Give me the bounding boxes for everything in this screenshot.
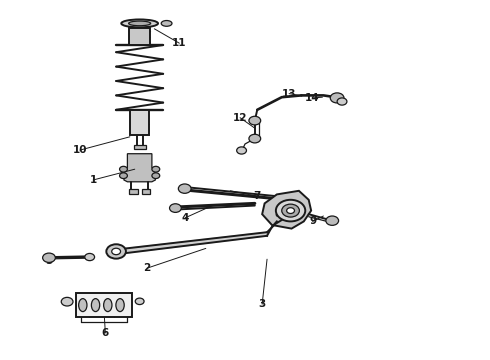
Text: 14: 14 bbox=[305, 93, 320, 103]
Text: 10: 10 bbox=[73, 145, 87, 155]
Circle shape bbox=[120, 166, 127, 172]
Circle shape bbox=[112, 248, 121, 255]
Ellipse shape bbox=[121, 19, 158, 27]
Circle shape bbox=[249, 116, 261, 125]
Ellipse shape bbox=[78, 299, 87, 311]
Circle shape bbox=[43, 253, 55, 262]
Text: 9: 9 bbox=[309, 216, 316, 226]
Text: 7: 7 bbox=[253, 191, 261, 201]
Circle shape bbox=[170, 204, 181, 212]
Bar bbox=[134, 145, 146, 149]
Circle shape bbox=[85, 253, 95, 261]
Bar bbox=[129, 189, 138, 194]
Text: 5: 5 bbox=[46, 256, 52, 266]
Circle shape bbox=[276, 200, 305, 221]
Text: 2: 2 bbox=[144, 263, 150, 273]
Ellipse shape bbox=[116, 299, 124, 311]
Circle shape bbox=[337, 98, 347, 105]
Text: 4: 4 bbox=[181, 213, 189, 223]
Circle shape bbox=[120, 173, 127, 179]
Ellipse shape bbox=[161, 21, 172, 26]
Bar bbox=[142, 189, 150, 194]
Bar bbox=[129, 28, 150, 45]
Polygon shape bbox=[262, 191, 311, 229]
Bar bbox=[130, 110, 149, 135]
Circle shape bbox=[330, 93, 344, 103]
Ellipse shape bbox=[128, 21, 151, 26]
Circle shape bbox=[152, 173, 160, 179]
Text: 3: 3 bbox=[259, 299, 266, 309]
Text: 6: 6 bbox=[102, 328, 109, 338]
Text: 13: 13 bbox=[282, 89, 296, 99]
Bar bbox=[76, 293, 132, 317]
Circle shape bbox=[282, 204, 299, 217]
Polygon shape bbox=[120, 232, 267, 254]
Circle shape bbox=[106, 244, 126, 258]
Text: 11: 11 bbox=[172, 38, 187, 48]
Circle shape bbox=[61, 297, 73, 306]
Circle shape bbox=[326, 216, 339, 225]
Circle shape bbox=[135, 298, 144, 305]
Ellipse shape bbox=[91, 299, 100, 311]
Text: 8: 8 bbox=[275, 209, 282, 219]
Ellipse shape bbox=[103, 299, 112, 311]
Text: 1: 1 bbox=[90, 175, 97, 185]
Circle shape bbox=[287, 208, 294, 213]
Text: 12: 12 bbox=[233, 113, 247, 123]
Circle shape bbox=[152, 166, 160, 172]
Circle shape bbox=[249, 134, 261, 143]
Polygon shape bbox=[124, 154, 155, 182]
Circle shape bbox=[178, 184, 191, 193]
Circle shape bbox=[237, 147, 246, 154]
